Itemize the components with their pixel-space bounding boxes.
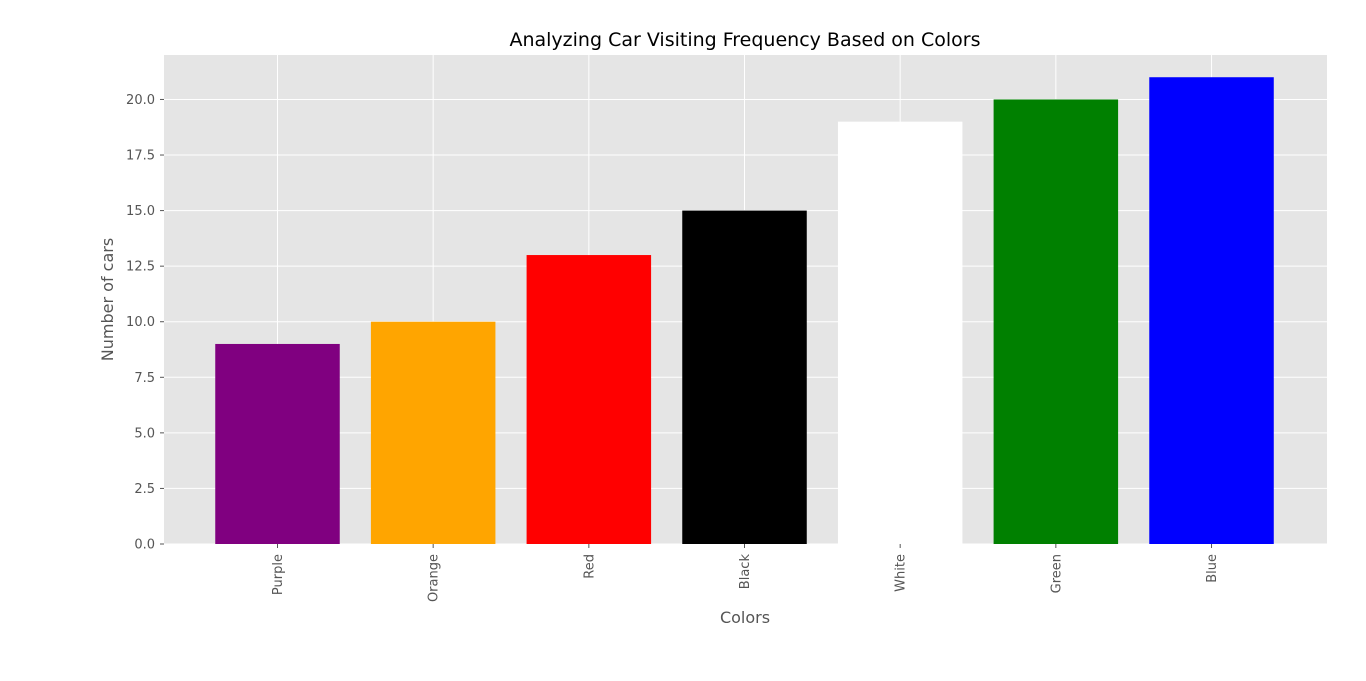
- y-tick-label: 15.0: [126, 204, 155, 219]
- bar-green: [993, 99, 1119, 545]
- y-tick-label: 20.0: [126, 93, 155, 108]
- bar-white: [837, 121, 963, 544]
- x-tick-label: Green: [1049, 554, 1064, 593]
- bars: [215, 77, 1274, 545]
- y-tick-label: 7.5: [134, 371, 155, 386]
- x-tick-label: Black: [738, 554, 753, 590]
- bar-blue: [1149, 77, 1274, 545]
- x-tick-label: Purple: [271, 554, 286, 595]
- y-tick-label: 0.0: [134, 538, 155, 553]
- bar-red: [526, 255, 652, 544]
- x-axis-label: Colors: [720, 608, 770, 627]
- x-tick-label: Red: [582, 554, 597, 579]
- bar-orange: [370, 321, 496, 544]
- x-tick-label: Blue: [1205, 554, 1220, 583]
- bar-black: [682, 210, 807, 544]
- x-tick-label: Orange: [427, 554, 442, 602]
- y-tick-label: 10.0: [126, 315, 155, 330]
- chart-title: Analyzing Car Visiting Frequency Based o…: [509, 29, 980, 51]
- y-axis-ticks: 0.0 2.5 5.0 7.5 10.0 12.5 15.0 17.5 20.0: [126, 93, 164, 553]
- bar-purple: [215, 343, 340, 544]
- x-tick-label: White: [894, 554, 909, 592]
- x-axis-ticks: Purple Orange Red Black White Green Blue: [271, 544, 1220, 602]
- y-tick-label: 12.5: [126, 260, 155, 275]
- y-tick-label: 2.5: [134, 482, 155, 497]
- y-tick-label: 17.5: [126, 149, 155, 164]
- y-tick-label: 5.0: [134, 426, 155, 441]
- y-axis-label: Number of cars: [98, 238, 117, 361]
